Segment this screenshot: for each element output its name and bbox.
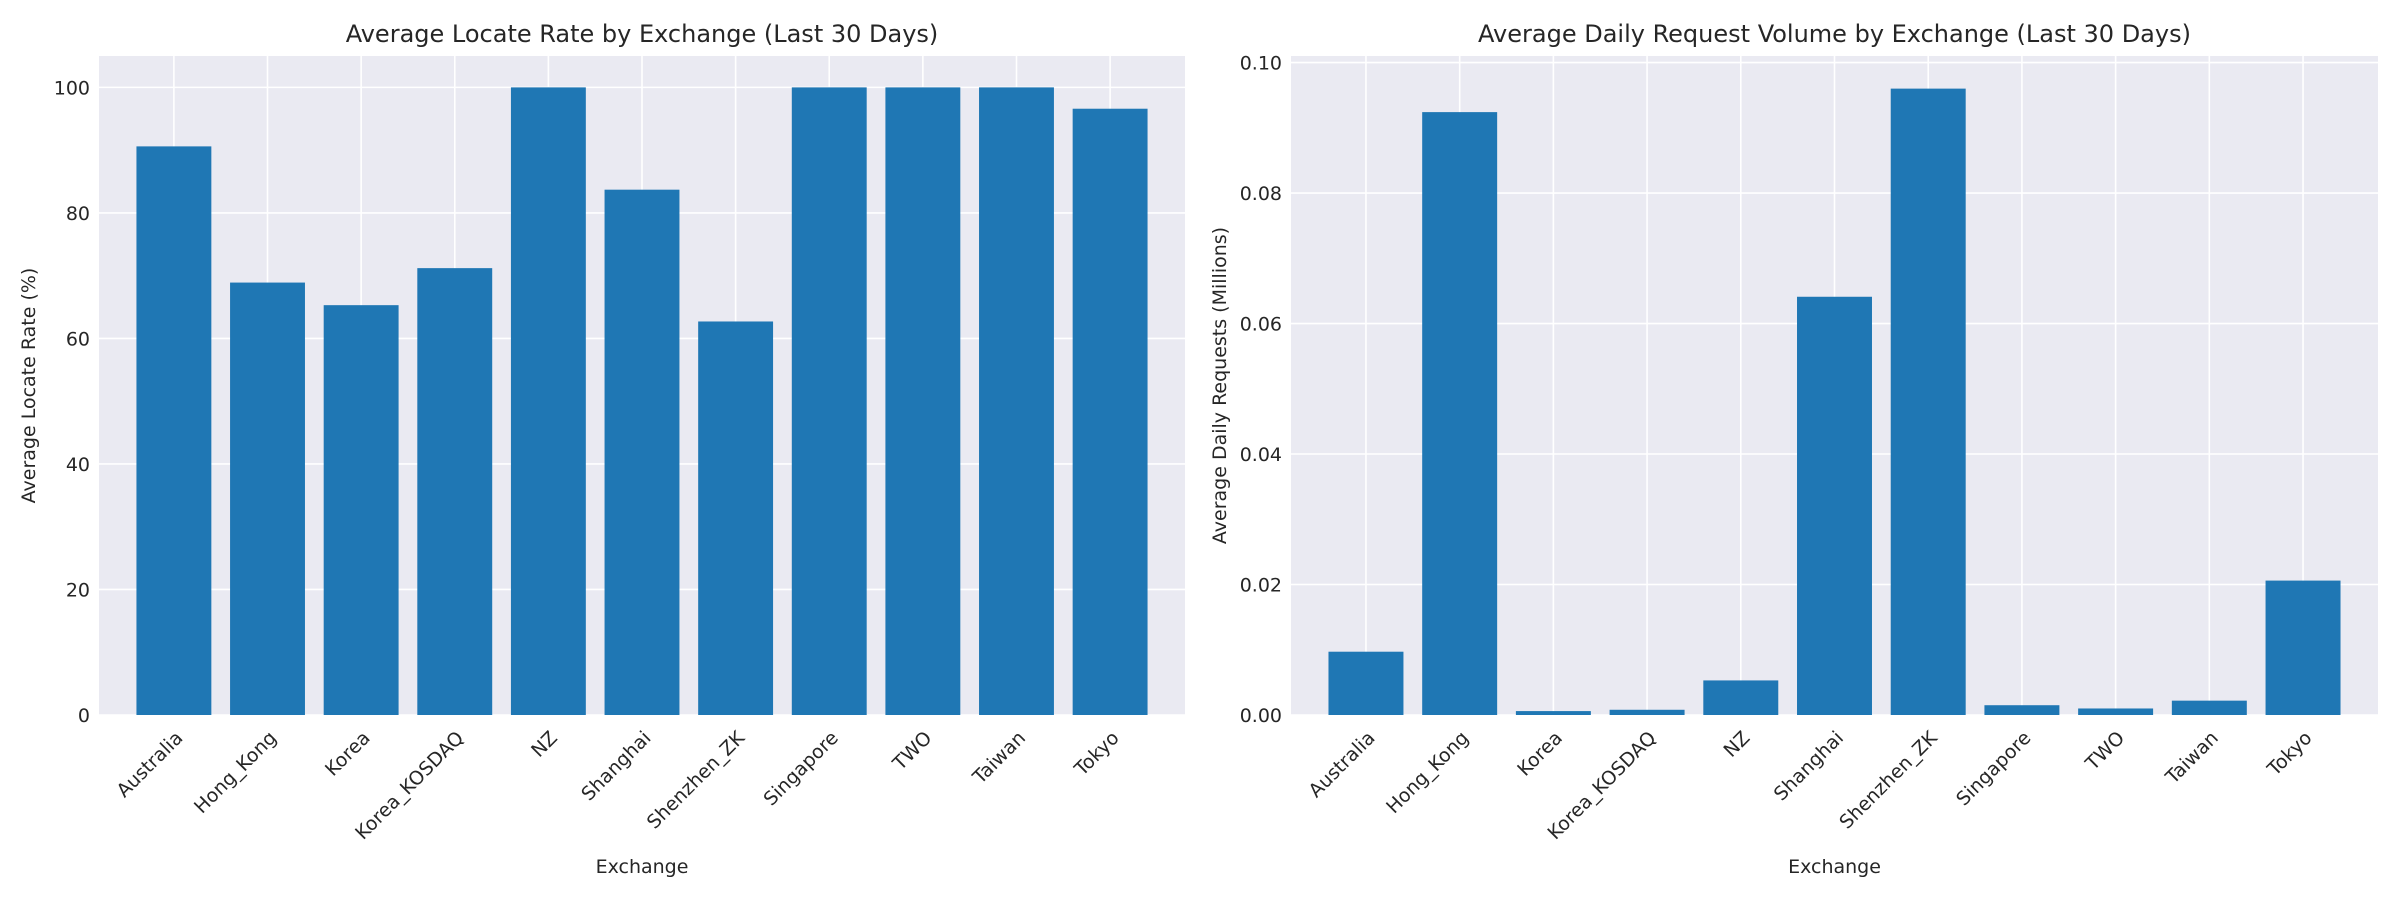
x-tick-label: NZ — [1720, 727, 1755, 762]
x-tick-label: Singapore — [759, 727, 842, 810]
bar — [323, 305, 399, 715]
y-tick-label: 0.10 — [1240, 53, 1282, 75]
locate-rate-chart: Average Locate Rate by Exchange (Last 30… — [18, 20, 1185, 878]
bar — [1072, 108, 1148, 716]
y-tick-label: 0 — [78, 705, 90, 727]
bar — [230, 282, 305, 715]
x-tick-label: Hong_Kong — [190, 727, 281, 818]
x-tick-label: TWO — [2081, 727, 2129, 775]
y-tick-label: 0.08 — [1240, 183, 1282, 205]
y-axis-label: Average Locate Rate (%) — [18, 268, 40, 504]
x-tick-label: NZ — [527, 727, 562, 762]
x-tick-label: Australia — [1305, 727, 1380, 802]
y-tick-label: 60 — [66, 328, 90, 350]
bar — [2265, 580, 2341, 715]
y-tick-label: 100 — [54, 77, 90, 99]
chart-title: Average Daily Request Volume by Exchange… — [1478, 20, 2191, 48]
bar — [791, 87, 867, 715]
y-tick-label: 40 — [66, 454, 90, 476]
y-tick-label: 80 — [66, 203, 90, 225]
bar — [1797, 296, 1872, 715]
bar — [885, 87, 961, 715]
bar — [1703, 680, 1779, 715]
y-tick-label: 0.06 — [1240, 314, 1282, 336]
bar — [1984, 705, 2060, 715]
bar — [1609, 709, 1685, 715]
x-tick-label: Korea — [321, 727, 375, 781]
x-tick-label: TWO — [888, 727, 936, 775]
x-tick-label: Shenzhen_ZK — [643, 727, 750, 834]
x-tick-label: Shanghai — [577, 727, 655, 805]
bar — [1515, 711, 1591, 715]
x-tick-label: Taiwan — [968, 727, 1030, 789]
bar — [698, 321, 774, 715]
y-axis-label: Average Daily Requests (Millions) — [1209, 227, 1231, 544]
bar — [136, 146, 212, 715]
bar — [417, 268, 493, 715]
bar — [1328, 651, 1404, 715]
x-tick-label: Tokyo — [2263, 727, 2317, 781]
bar — [2171, 700, 2247, 715]
x-tick-label: Taiwan — [2161, 727, 2223, 789]
x-tick-label: Shenzhen_ZK — [1835, 727, 1942, 834]
bar — [510, 87, 586, 715]
x-tick-label: Tokyo — [1070, 727, 1124, 781]
bar — [979, 87, 1054, 715]
bar — [1890, 88, 1966, 715]
bar — [604, 189, 680, 715]
y-tick-label: 0.04 — [1240, 444, 1282, 466]
request-volume-chart: Average Daily Request Volume by Exchange… — [1209, 20, 2378, 878]
x-axis-label: Exchange — [1788, 856, 1881, 878]
bar — [2078, 708, 2154, 715]
chart-title: Average Locate Rate by Exchange (Last 30… — [346, 20, 939, 48]
bar — [1422, 112, 1498, 716]
y-tick-label: 20 — [66, 579, 90, 601]
x-tick-label: Korea — [1513, 727, 1567, 781]
y-tick-label: 0.02 — [1240, 575, 1282, 597]
x-tick-label: Hong_Kong — [1382, 727, 1473, 818]
x-tick-label: Singapore — [1952, 727, 2035, 810]
x-tick-label: Shanghai — [1770, 727, 1848, 805]
x-axis-label: Exchange — [596, 856, 689, 878]
y-tick-label: 0.00 — [1240, 705, 1282, 727]
x-tick-label: Australia — [112, 727, 187, 802]
